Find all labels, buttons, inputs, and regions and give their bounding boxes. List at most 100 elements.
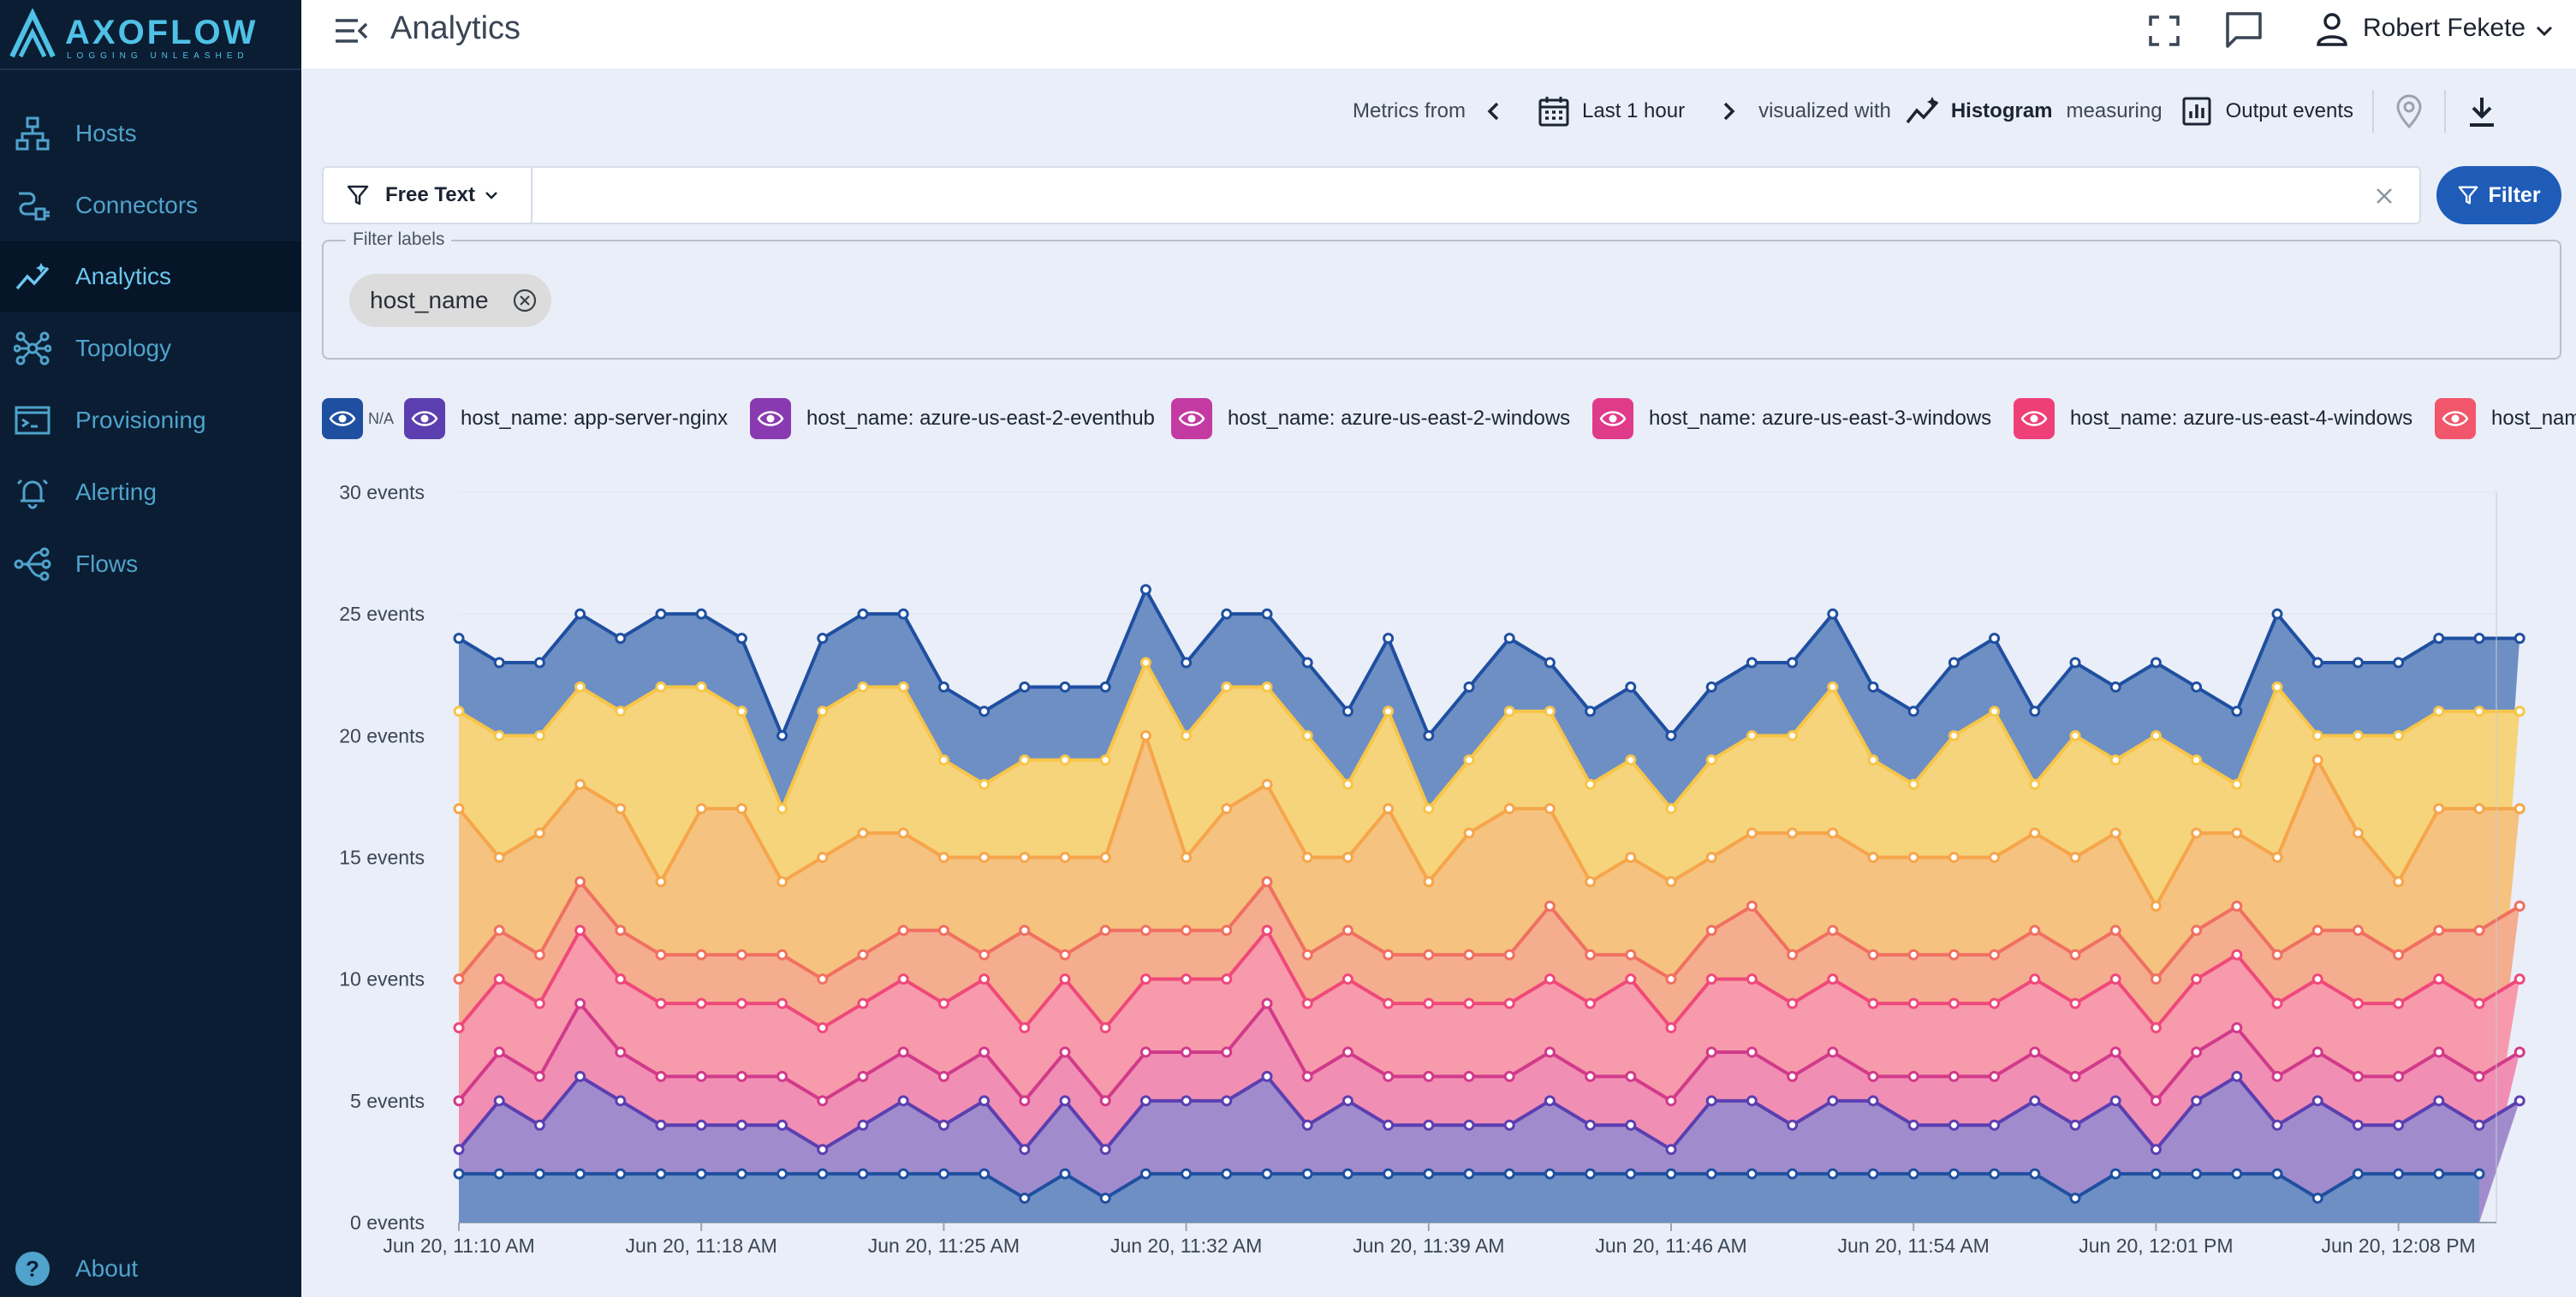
data-point[interactable] xyxy=(1463,949,1475,961)
data-point[interactable] xyxy=(2393,657,2405,669)
data-point[interactable] xyxy=(1948,949,1960,961)
data-point[interactable] xyxy=(1463,1168,1475,1180)
data-point[interactable] xyxy=(2311,754,2323,766)
data-point[interactable] xyxy=(1665,1168,1677,1180)
data-point[interactable] xyxy=(1544,705,1556,717)
data-point[interactable] xyxy=(655,1070,667,1082)
data-point[interactable] xyxy=(857,997,869,1009)
data-point[interactable] xyxy=(2311,1193,2323,1205)
data-point[interactable] xyxy=(1989,1070,2001,1082)
data-point[interactable] xyxy=(2109,681,2121,693)
data-point[interactable] xyxy=(695,1168,707,1180)
data-point[interactable] xyxy=(1827,1046,1839,1058)
data-point[interactable] xyxy=(1948,1070,1960,1082)
user-name[interactable]: Robert Fekete xyxy=(2363,14,2526,42)
data-point[interactable] xyxy=(615,1095,627,1107)
data-point[interactable] xyxy=(2029,1095,2041,1107)
data-point[interactable] xyxy=(1665,973,1677,985)
data-point[interactable] xyxy=(453,1168,465,1180)
data-point[interactable] xyxy=(1342,925,1353,937)
data-point[interactable] xyxy=(2352,1070,2364,1082)
data-point[interactable] xyxy=(574,778,586,790)
data-point[interactable] xyxy=(1503,1070,1515,1082)
data-point[interactable] xyxy=(2271,608,2283,620)
data-point[interactable] xyxy=(1746,827,1758,839)
data-point[interactable] xyxy=(695,1119,707,1131)
data-point[interactable] xyxy=(2393,729,2405,741)
measure-value[interactable]: Output events xyxy=(2225,99,2354,122)
data-point[interactable] xyxy=(1342,1095,1353,1107)
eye-icon[interactable] xyxy=(2435,398,2476,439)
data-point[interactable] xyxy=(2109,925,2121,937)
data-point[interactable] xyxy=(1019,852,1031,863)
location-pin-icon[interactable] xyxy=(2395,94,2424,128)
data-point[interactable] xyxy=(1383,1119,1395,1131)
data-point[interactable] xyxy=(2393,1168,2405,1180)
data-point[interactable] xyxy=(1383,997,1395,1009)
data-point[interactable] xyxy=(1383,1070,1395,1082)
data-point[interactable] xyxy=(2271,1070,2283,1082)
legend-item[interactable]: host_name: azure-us-east-3-windows xyxy=(1592,397,1991,440)
data-point[interactable] xyxy=(2393,997,2405,1009)
data-point[interactable] xyxy=(615,803,627,815)
data-point[interactable] xyxy=(1423,997,1435,1009)
data-point[interactable] xyxy=(1625,852,1637,863)
data-point[interactable] xyxy=(1139,584,1151,596)
data-point[interactable] xyxy=(1181,852,1193,863)
data-point[interactable] xyxy=(1423,949,1435,961)
data-point[interactable] xyxy=(1665,1144,1677,1156)
data-point[interactable] xyxy=(1948,1119,1960,1131)
data-point[interactable] xyxy=(1463,827,1475,839)
data-point[interactable] xyxy=(1463,997,1475,1009)
data-point[interactable] xyxy=(897,681,909,693)
data-point[interactable] xyxy=(574,608,586,620)
data-point[interactable] xyxy=(897,1046,909,1058)
data-point[interactable] xyxy=(1787,827,1799,839)
data-point[interactable] xyxy=(1342,973,1353,985)
data-point[interactable] xyxy=(1665,803,1677,815)
data-point[interactable] xyxy=(817,1095,829,1107)
data-point[interactable] xyxy=(857,1119,869,1131)
data-point[interactable] xyxy=(574,997,586,1009)
data-point[interactable] xyxy=(1503,633,1515,645)
data-point[interactable] xyxy=(2191,973,2203,985)
data-point[interactable] xyxy=(1463,754,1475,766)
data-point[interactable] xyxy=(2352,657,2364,669)
data-point[interactable] xyxy=(1301,949,1313,961)
data-point[interactable] xyxy=(2433,633,2445,645)
data-point[interactable] xyxy=(1705,1095,1717,1107)
data-point[interactable] xyxy=(2271,1119,2283,1131)
data-point[interactable] xyxy=(1503,1119,1515,1131)
data-point[interactable] xyxy=(1059,1046,1071,1058)
data-point[interactable] xyxy=(615,705,627,717)
data-point[interactable] xyxy=(1585,949,1597,961)
data-point[interactable] xyxy=(493,1168,505,1180)
data-point[interactable] xyxy=(979,1046,991,1058)
data-point[interactable] xyxy=(2109,1095,2121,1107)
data-point[interactable] xyxy=(1948,729,1960,741)
data-point[interactable] xyxy=(655,997,667,1009)
data-point[interactable] xyxy=(1342,1168,1353,1180)
data-point[interactable] xyxy=(1867,1095,1879,1107)
close-icon[interactable] xyxy=(2371,183,2397,209)
data-point[interactable] xyxy=(1342,705,1353,717)
data-point[interactable] xyxy=(1261,1070,1273,1082)
data-point[interactable] xyxy=(776,997,788,1009)
data-point[interactable] xyxy=(897,1095,909,1107)
data-point[interactable] xyxy=(1705,681,1717,693)
data-point[interactable] xyxy=(655,681,667,693)
data-point[interactable] xyxy=(1221,1095,1233,1107)
data-point[interactable] xyxy=(2311,973,2323,985)
data-point[interactable] xyxy=(2109,1168,2121,1180)
legend-item[interactable]: host_name: azure-us-east-4-windows xyxy=(2014,397,2412,440)
filter-button[interactable]: Filter xyxy=(2436,166,2561,224)
data-point[interactable] xyxy=(1585,876,1597,888)
data-point[interactable] xyxy=(1544,900,1556,912)
data-point[interactable] xyxy=(776,1119,788,1131)
calendar-icon[interactable] xyxy=(1538,95,1570,128)
data-point[interactable] xyxy=(1181,657,1193,669)
data-point[interactable] xyxy=(1139,1046,1151,1058)
data-point[interactable] xyxy=(574,925,586,937)
data-point[interactable] xyxy=(2514,900,2525,912)
data-point[interactable] xyxy=(2352,997,2364,1009)
